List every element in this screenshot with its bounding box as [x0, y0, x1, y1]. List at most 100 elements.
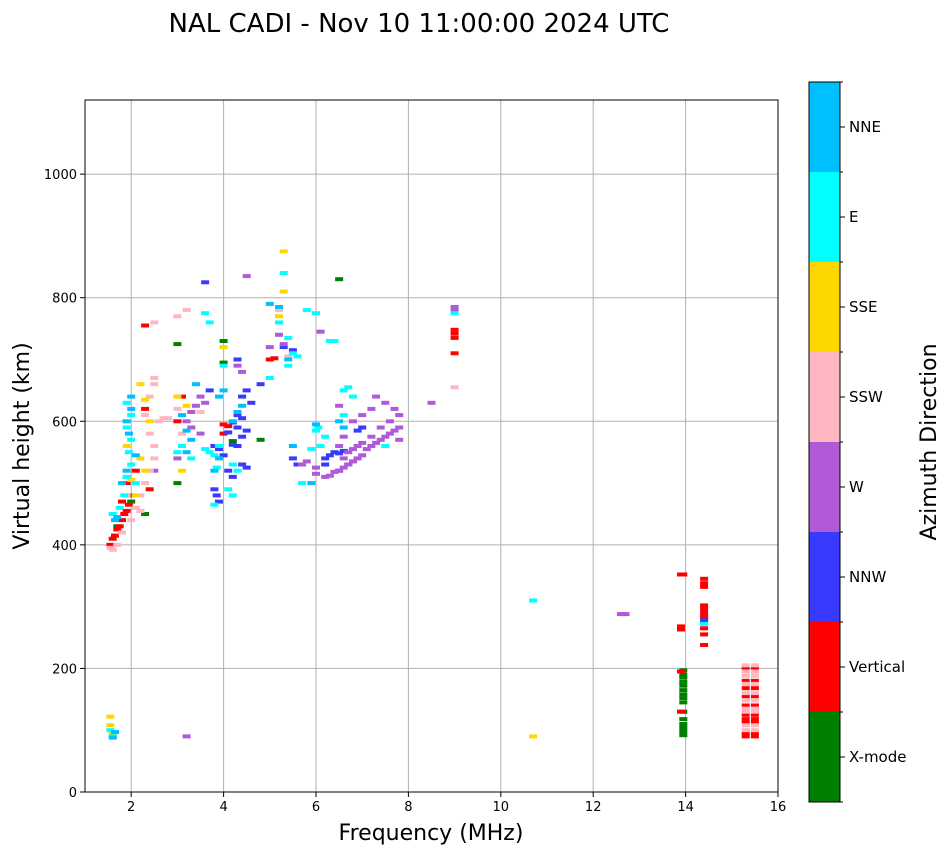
data-point-nnw [210, 444, 219, 448]
data-point-ssw [750, 728, 759, 733]
data-point-x-mode [127, 499, 136, 504]
data-point-vertical [700, 603, 709, 608]
data-point-ssw [145, 468, 154, 473]
data-point-nne [335, 419, 344, 424]
data-point-w [196, 431, 205, 436]
data-point-nnw [224, 468, 233, 473]
data-point-e [205, 320, 214, 325]
data-point-vertical [106, 542, 115, 547]
data-point-sse [219, 345, 228, 350]
data-point-nne [111, 730, 119, 735]
data-point-vertical [750, 666, 759, 671]
data-point-w [367, 406, 376, 411]
data-point-vertical [111, 533, 119, 538]
data-point-w [344, 450, 353, 455]
data-point-nnw [228, 442, 237, 447]
data-point-vertical [741, 686, 750, 691]
data-point-x-mode [219, 360, 228, 365]
data-point-x-mode [679, 680, 688, 684]
data-point-sse [141, 397, 150, 402]
data-point-nnw [219, 453, 228, 458]
x-axis-ticks: 2 4 6 8 10 12 14 16 [127, 792, 786, 815]
data-point-e [201, 311, 210, 316]
data-point-w [242, 274, 251, 279]
data-point-vertical [115, 524, 124, 529]
data-point-w [450, 308, 459, 313]
data-point-nne [118, 481, 126, 486]
x-tick-label: 10 [493, 800, 510, 815]
data-point-w [395, 437, 404, 442]
data-point-e [312, 311, 320, 316]
data-point-vertical [700, 581, 709, 586]
data-point-vertical [145, 487, 154, 492]
data-point-nne [275, 305, 283, 309]
data-point-w [265, 345, 274, 350]
data-point-vertical [122, 508, 131, 513]
data-point-nne [284, 357, 293, 362]
data-point-w [196, 394, 205, 399]
data-point-nnw [228, 474, 237, 479]
data-point-w [362, 447, 371, 452]
data-point-w [335, 403, 344, 408]
data-point-vertical [450, 335, 459, 340]
data-point-ssw [164, 416, 173, 421]
grid-lines [85, 100, 778, 792]
colorbar-tick-label: SSW [849, 388, 883, 406]
data-point-w [390, 406, 399, 411]
data-point-vertical [122, 481, 131, 486]
data-point-w [381, 434, 390, 439]
data-point-w [182, 419, 191, 424]
data-point-nne [111, 518, 119, 523]
data-point-w [312, 465, 320, 470]
data-point-ssw [741, 673, 750, 678]
data-point-e [205, 450, 214, 455]
colorbar-tick-label: SSE [849, 298, 878, 316]
data-point-ssw [750, 698, 759, 703]
data-point-nnw [233, 425, 242, 430]
data-point-w [182, 734, 191, 739]
data-point-vertical [741, 720, 750, 725]
x-tick-label: 4 [219, 800, 227, 815]
colorbar-segment [809, 172, 840, 262]
data-point-w [330, 469, 339, 474]
data-point-ssw [741, 669, 750, 674]
data-point-nnw [233, 444, 242, 448]
data-point-ssw [173, 314, 182, 319]
colorbar-segment [809, 262, 840, 352]
data-point-e [529, 598, 538, 603]
data-point-nnw [242, 465, 251, 470]
data-point-e [307, 447, 316, 452]
data-point-sse [106, 714, 115, 719]
data-point-e [187, 456, 196, 461]
data-point-ssw [113, 542, 122, 547]
data-point-ssw [750, 669, 759, 674]
data-point-x-mode [679, 733, 688, 738]
data-point-nne [307, 481, 316, 486]
data-point-e [312, 428, 320, 433]
plot-frame [84, 99, 779, 793]
data-point-vertical [750, 703, 759, 708]
data-point-e [178, 444, 186, 448]
colorbar-tick-label: NNW [849, 568, 886, 586]
data-point-vertical [113, 527, 122, 532]
data-point-x-mode [679, 688, 688, 693]
y-tick-label: 600 [52, 415, 77, 430]
data-point-nnw [215, 447, 223, 452]
data-point-nnw [242, 388, 251, 393]
data-point-nne [124, 431, 133, 436]
data-point-nne [113, 515, 122, 520]
y-axis-label: Virtual height (km) [10, 342, 35, 549]
data-point-nnw [201, 280, 210, 285]
data-point-nne [288, 444, 297, 448]
data-point-w [339, 456, 348, 461]
data-point-nne [215, 456, 223, 461]
data-point-vertical [700, 632, 709, 637]
colorbar-tick-label: W [849, 478, 864, 496]
data-point-w [427, 400, 436, 405]
data-point-vertical [750, 712, 759, 717]
data-point-ssw [141, 413, 150, 418]
data-point-vertical [750, 717, 759, 722]
data-point-x-mode [335, 277, 344, 282]
data-point-vertical [700, 576, 709, 581]
